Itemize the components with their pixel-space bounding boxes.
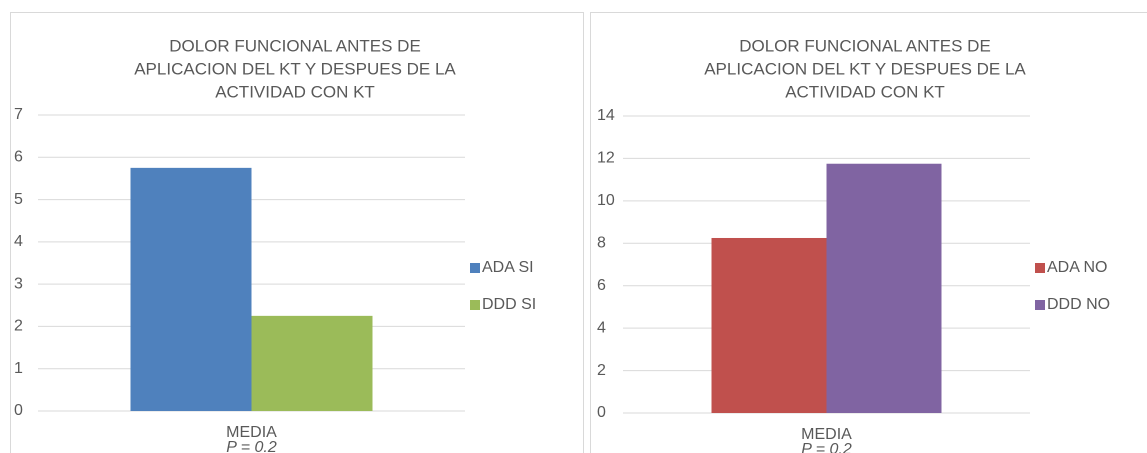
chart-title: DOLOR FUNCIONAL ANTES DE [739, 36, 991, 55]
chart-title: ACTIVIDAD CON KT [215, 82, 375, 101]
y-tick-label: 6 [597, 277, 606, 294]
legend-label: DDD NO [1047, 296, 1110, 313]
chart-title: ACTIVIDAD CON KT [785, 82, 945, 101]
x-tick-label: MEDIA [226, 424, 277, 441]
chart-panel [10, 12, 584, 453]
legend-label: ADA NO [1047, 259, 1107, 276]
y-tick-label: 0 [597, 404, 606, 421]
y-tick-label: 3 [14, 275, 23, 292]
y-tick-label: 2 [14, 318, 23, 335]
legend-swatch [470, 263, 480, 273]
y-tick-label: 14 [597, 107, 615, 124]
legend-label: DDD SI [482, 296, 536, 313]
y-tick-label: 2 [597, 362, 606, 379]
chart-panel [590, 12, 1147, 453]
chart-title: APLICACION DEL KT Y DESPUES DE LA [704, 59, 1026, 78]
y-tick-label: 8 [597, 235, 606, 252]
chart-title: DOLOR FUNCIONAL ANTES DE [169, 36, 421, 55]
x-tick-label: MEDIA [801, 426, 852, 443]
bar [826, 163, 942, 413]
y-tick-label: 10 [597, 192, 615, 209]
y-tick-label: 4 [597, 319, 606, 336]
legend-label: ADA SI [482, 259, 534, 276]
y-tick-label: 12 [597, 150, 615, 167]
bar [711, 237, 827, 413]
y-tick-label: 6 [14, 149, 23, 166]
bar [130, 167, 252, 411]
y-tick-label: 4 [14, 233, 23, 250]
chart-title: APLICACION DEL KT Y DESPUES DE LA [134, 59, 456, 78]
legend-swatch [1035, 300, 1045, 310]
y-tick-label: 0 [14, 402, 23, 419]
legend-swatch [1035, 263, 1045, 273]
y-tick-label: 1 [14, 360, 23, 377]
annotation: P = 0.2 [801, 441, 852, 453]
y-tick-label: 7 [14, 106, 23, 123]
y-tick-label: 5 [14, 191, 23, 208]
bar [251, 315, 373, 411]
annotation: P = 0.2 [226, 439, 277, 453]
legend-swatch [470, 300, 480, 310]
